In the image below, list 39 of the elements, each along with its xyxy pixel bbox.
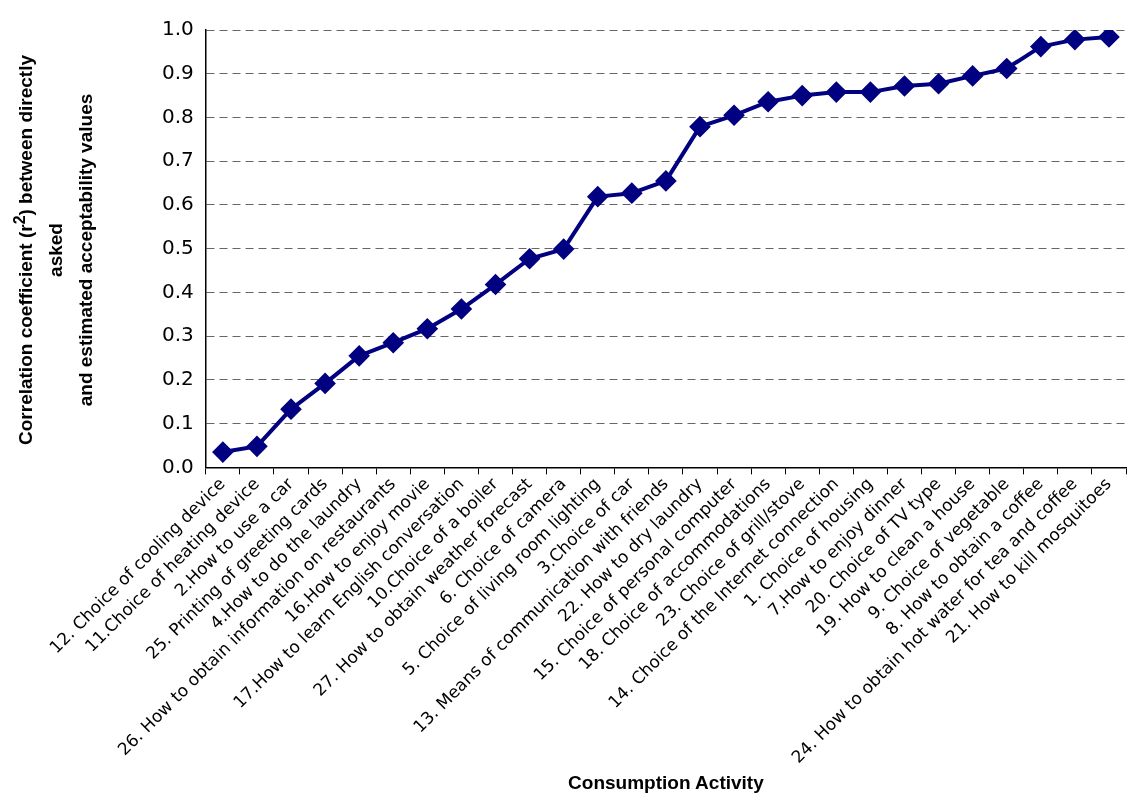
point	[724, 105, 745, 126]
point	[519, 248, 540, 269]
point	[758, 91, 779, 112]
point	[996, 58, 1017, 79]
y-tick-label: 0.5	[161, 234, 194, 259]
point	[962, 65, 983, 86]
point	[655, 170, 676, 191]
point	[349, 345, 370, 366]
point	[792, 85, 813, 106]
y-tick-label: 0.9	[161, 59, 194, 84]
y-tick-label: 1.0	[161, 16, 194, 41]
point	[587, 186, 608, 207]
y-tick-label: 0.3	[161, 322, 194, 347]
point	[689, 116, 710, 137]
point	[417, 318, 438, 339]
y-tick-label: 0.8	[161, 103, 194, 128]
point	[451, 299, 472, 320]
point	[383, 332, 404, 353]
y-tick-label: 0.7	[161, 147, 194, 172]
point	[485, 274, 506, 295]
point	[894, 75, 915, 96]
point	[315, 373, 336, 394]
x-axis-title: Consumption Activity	[568, 771, 765, 793]
point	[281, 399, 302, 420]
y-tick-label: 0.4	[161, 278, 194, 303]
y-tick-label: 0.0	[161, 453, 194, 478]
point	[928, 73, 949, 94]
point	[246, 436, 267, 457]
point	[1064, 30, 1085, 50]
y-tick-label: 0.1	[161, 409, 194, 434]
point	[860, 82, 881, 103]
point	[1030, 36, 1051, 57]
point	[212, 442, 233, 463]
y-tick-label: 0.6	[161, 191, 194, 216]
point	[1098, 30, 1119, 47]
point	[826, 82, 847, 103]
y-tick-label: 0.2	[161, 366, 194, 391]
point	[621, 183, 642, 204]
point	[553, 239, 574, 260]
